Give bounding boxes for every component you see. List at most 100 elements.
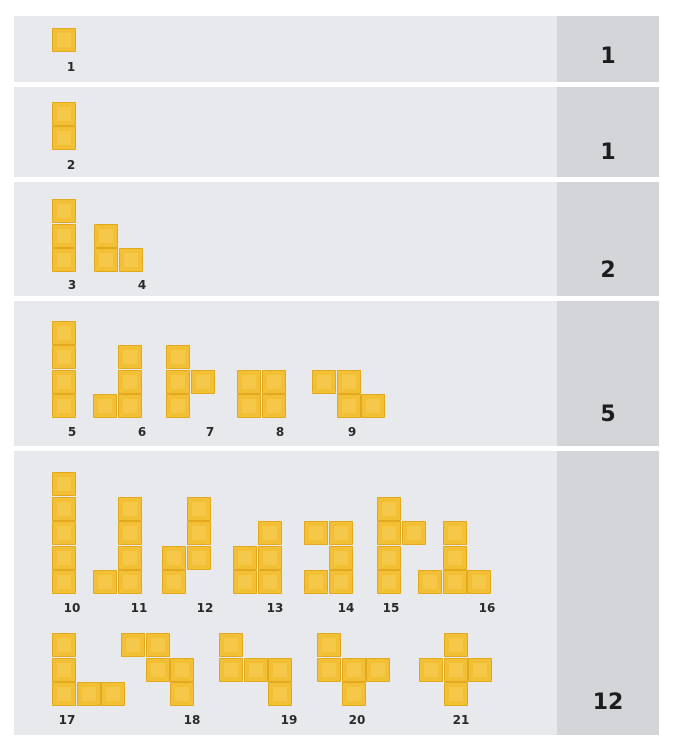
count-column [557, 451, 659, 735]
count-column [557, 87, 659, 177]
row-count: 5 [600, 402, 616, 427]
row-count: 2 [600, 258, 616, 283]
square-cell [52, 126, 76, 150]
square-cell [268, 657, 292, 682]
square-cell [219, 633, 243, 657]
piece-label: 20 [348, 713, 366, 727]
square-cell [419, 657, 443, 682]
square-cell [401, 521, 426, 545]
square-cell [261, 369, 286, 394]
piece-label: 2 [66, 158, 76, 172]
square-cell [317, 657, 341, 682]
square-cell [377, 570, 401, 594]
square-cell [52, 369, 76, 394]
square-cell [377, 496, 401, 521]
square-cell [166, 345, 190, 369]
piece-label: 7 [205, 425, 215, 439]
square-cell [243, 657, 268, 682]
square-cell [237, 369, 261, 394]
square-cell [328, 521, 353, 545]
square-cell [162, 570, 186, 594]
square-cell [257, 570, 282, 594]
square-cell [377, 545, 401, 570]
square-cell [52, 521, 76, 545]
square-cell [341, 682, 366, 706]
piece-label: 18 [183, 713, 201, 727]
square-cell [468, 657, 492, 682]
square-cell [94, 248, 118, 272]
row-count: 1 [600, 140, 616, 165]
square-cell [312, 369, 336, 394]
square-cell [467, 570, 491, 594]
square-cell [52, 570, 76, 594]
square-cell [52, 28, 76, 52]
square-cell [52, 545, 76, 570]
piece-label: 8 [275, 425, 285, 439]
piece-label: 17 [58, 713, 76, 727]
square-cell [443, 657, 468, 682]
square-cell [117, 369, 142, 394]
square-cell [336, 394, 361, 418]
piece-label: 16 [478, 601, 496, 615]
square-cell [442, 545, 467, 570]
piece-label: 1 [66, 60, 76, 74]
piece-label: 6 [137, 425, 147, 439]
count-column [557, 301, 659, 446]
piece-label: 15 [382, 601, 400, 615]
square-cell [341, 657, 366, 682]
square-cell [117, 345, 142, 369]
count-column [557, 16, 659, 82]
square-cell [186, 521, 211, 545]
square-cell [52, 682, 76, 706]
square-cell [237, 394, 261, 418]
row-band [14, 16, 659, 82]
square-cell [268, 682, 292, 706]
piece-label: 11 [130, 601, 148, 615]
square-cell [170, 682, 194, 706]
square-cell [145, 657, 170, 682]
row-count: 12 [592, 690, 624, 715]
square-cell [257, 521, 282, 545]
square-cell [443, 682, 468, 706]
square-cell [219, 657, 243, 682]
row-band [14, 87, 659, 177]
square-cell [52, 320, 76, 345]
square-cell [52, 472, 76, 496]
square-cell [162, 545, 186, 570]
row-count: 1 [600, 44, 616, 69]
square-cell [117, 496, 142, 521]
square-cell [166, 369, 190, 394]
square-cell [418, 570, 442, 594]
square-cell [52, 199, 76, 223]
square-cell [117, 545, 142, 570]
square-cell [336, 369, 361, 394]
square-cell [257, 545, 282, 570]
square-cell [186, 545, 211, 570]
square-cell [117, 521, 142, 545]
piece-label: 9 [347, 425, 357, 439]
square-cell [170, 657, 194, 682]
piece-label: 19 [280, 713, 298, 727]
square-cell [93, 570, 117, 594]
count-column [557, 182, 659, 296]
piece-label: 13 [266, 601, 284, 615]
row-band [14, 182, 659, 296]
square-cell [361, 394, 385, 418]
piece-label: 10 [63, 601, 81, 615]
square-cell [328, 570, 353, 594]
square-cell [52, 248, 76, 272]
square-cell [52, 394, 76, 418]
square-cell [52, 345, 76, 369]
square-cell [166, 394, 190, 418]
square-cell [52, 633, 76, 657]
piece-label: 21 [452, 713, 470, 727]
piece-label: 4 [137, 278, 147, 292]
square-cell [101, 682, 125, 706]
square-cell [52, 496, 76, 521]
square-cell [233, 545, 257, 570]
square-cell [117, 570, 142, 594]
square-cell [304, 521, 328, 545]
square-cell [52, 223, 76, 248]
square-cell [190, 369, 215, 394]
